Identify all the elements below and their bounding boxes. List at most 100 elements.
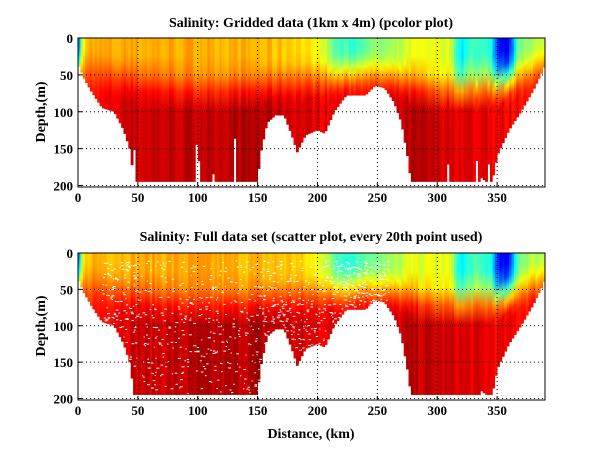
heatmap-column (394, 253, 397, 321)
scatter-gap-dot (331, 313, 334, 315)
scatter-gap-dot (360, 286, 364, 288)
scatter-gap-dot (216, 387, 218, 389)
scatter-gap-dot (311, 300, 313, 302)
scatter-gap-dot (140, 275, 143, 277)
scatter-gap-dot (133, 365, 136, 367)
scatter-gap-dot (205, 308, 208, 310)
heatmap-column (370, 253, 373, 304)
heatmap-column (212, 38, 215, 175)
scatter-gap-dot (383, 289, 386, 291)
scatter-gap-dot (310, 289, 314, 291)
scatter-gap-dot (204, 368, 207, 370)
scatter-gap-dot (209, 296, 213, 298)
scatter-gap-dot (144, 290, 148, 292)
heatmap-column (279, 253, 282, 330)
heatmap-column (197, 253, 201, 395)
scatter-gap-dot (269, 275, 273, 277)
scatter-gap-dot (205, 318, 207, 320)
heatmap-column (82, 253, 86, 294)
scatter-gap-dot (262, 275, 265, 277)
scatter-gap-dot (318, 269, 322, 271)
scatter-gap-dot (261, 313, 265, 315)
heatmap-column (473, 38, 476, 182)
heatmap-column (104, 38, 108, 110)
x-tick-label: 150 (248, 403, 268, 418)
scatter-gap-dot (312, 294, 314, 296)
heatmap-column (140, 253, 144, 395)
scatter-gap-dot (234, 282, 238, 284)
scatter-gap-dot (192, 265, 194, 267)
heatmap-column (252, 38, 256, 182)
heatmap-column (370, 38, 373, 90)
heatmap-column (396, 38, 400, 113)
scatter-gap-dot (201, 339, 203, 341)
scatter-gap-dot (205, 306, 209, 308)
scatter-gap-dot (283, 304, 285, 306)
heatmap-column (386, 253, 390, 308)
heatmap-column (87, 38, 91, 88)
scatter-gap-dot (156, 367, 160, 369)
heatmap-column (164, 38, 168, 182)
heatmap-column (317, 38, 321, 131)
scatter-gap-dot (353, 306, 357, 308)
scatter-gap-dot (239, 327, 241, 329)
chart-title: Salinity: Gridded data (1km x 4m) (pcolo… (169, 16, 453, 31)
heatmap-column (521, 38, 524, 110)
scatter-gap-dot (181, 329, 185, 331)
scatter-gap-dot (357, 273, 361, 275)
scatter-gap-dot (103, 317, 106, 319)
heatmap-column (173, 38, 177, 182)
scatter-gap-dot (240, 310, 244, 312)
scatter-gap-dot (112, 286, 114, 288)
scatter-gap-dot (161, 267, 163, 269)
scatter-gap-dot (107, 317, 111, 319)
heatmap-column (300, 38, 304, 143)
scatter-gap-dot (179, 298, 182, 300)
heatmap-column (121, 38, 124, 128)
heatmap-column (485, 253, 488, 395)
scatter-gap-dot (289, 324, 292, 326)
scatter-gap-dot (260, 287, 263, 289)
scatter-gap-dot (142, 361, 145, 363)
heatmap-column (116, 253, 120, 333)
scatter-gap-dot (325, 277, 329, 279)
heatmap-column (331, 253, 335, 329)
scatter-gap-dot (317, 322, 321, 324)
scatter-gap-dot (293, 331, 295, 333)
heatmap-column (106, 253, 110, 324)
scatter-gap-dot (196, 370, 198, 372)
scatter-gap-dot (308, 282, 311, 284)
scatter-gap-dot (189, 302, 193, 304)
scatter-gap-dot (304, 280, 308, 282)
heatmap-column (391, 253, 395, 316)
scatter-gap-dot (310, 303, 314, 305)
scatter-gap-dot (353, 273, 356, 275)
scatter-gap-dot (188, 296, 191, 298)
scatter-gap-dot (388, 269, 390, 271)
scatter-gap-dot (121, 262, 123, 264)
scatter-gap-dot (264, 316, 267, 318)
heatmap-column (248, 253, 251, 395)
scatter-gap-dot (255, 263, 258, 265)
scatter-gap-dot (280, 300, 283, 302)
scatter-gap-dot (291, 269, 294, 271)
scatter-gap-dot (355, 261, 359, 263)
heatmap-column (288, 253, 292, 345)
scatter-gap-dot (162, 269, 165, 271)
scatter-gap-dot (156, 336, 158, 338)
heatmap-column (362, 253, 366, 310)
scatter-gap-dot (251, 360, 253, 362)
scatter-gap-dot (244, 332, 248, 334)
scatter-gap-dot (336, 287, 338, 289)
scatter-gap-dot (252, 354, 254, 356)
heatmap-column (281, 38, 285, 116)
scatter-gap-dot (160, 275, 164, 277)
heatmap-column (142, 38, 146, 182)
heatmap-column (219, 253, 223, 395)
scatter-gap-dot (362, 292, 366, 294)
scatter-gap-dot (251, 266, 254, 268)
scatter-gap-dot (257, 286, 261, 288)
scatter-gap-dot (141, 375, 144, 377)
scatter-gap-dot (211, 286, 215, 288)
heatmap-column (343, 38, 347, 98)
